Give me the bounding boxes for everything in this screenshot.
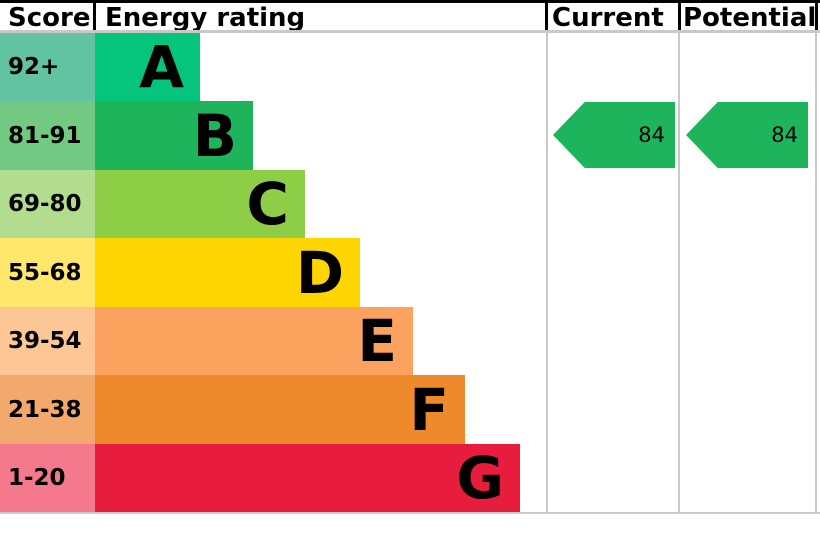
band-bar-a: A <box>95 33 200 101</box>
current-rating-value: 84 <box>638 123 665 147</box>
band-row-f: 21-38 F <box>0 375 547 444</box>
band-bar-c: C <box>95 170 305 238</box>
band-bar-g: G <box>95 444 520 512</box>
band-letter: B <box>192 101 237 170</box>
score-range-f: 21-38 <box>0 375 95 444</box>
band-letter: C <box>246 170 289 238</box>
band-letter: D <box>295 238 344 307</box>
header-right-border <box>815 0 818 33</box>
header-bottom-border <box>0 30 820 33</box>
band-letter: G <box>456 444 504 512</box>
band-bar-e: E <box>95 307 413 375</box>
bottom-border <box>0 512 820 514</box>
score-range-d: 55-68 <box>0 238 95 307</box>
band-row-b: 81-91 B <box>0 101 547 170</box>
header-divider-score <box>93 0 96 33</box>
band-bar-b: B <box>95 101 253 170</box>
band-row-c: 69-80 C <box>0 170 547 238</box>
header-potential: Potential <box>683 3 817 33</box>
band-bar-f: F <box>95 375 465 444</box>
band-row-d: 55-68 D <box>0 238 547 307</box>
score-range-a: 92+ <box>0 33 95 101</box>
score-range-b: 81-91 <box>0 101 95 170</box>
header-energy-rating: Energy rating <box>105 3 306 33</box>
right-border <box>815 33 817 514</box>
potential-rating-value: 84 <box>771 123 798 147</box>
band-letter: E <box>357 307 397 375</box>
top-border <box>0 0 820 3</box>
score-range-e: 39-54 <box>0 307 95 375</box>
band-row-g: 1-20 G <box>0 444 547 512</box>
header-divider-potential <box>678 0 681 33</box>
score-range-c: 69-80 <box>0 170 95 238</box>
header-divider-current <box>545 0 548 33</box>
header-score: Score <box>8 3 91 33</box>
band-row-e: 39-54 E <box>0 307 547 375</box>
band-letter: A <box>139 33 184 101</box>
potential-rating-arrow: 84 <box>686 102 808 168</box>
score-range-g: 1-20 <box>0 444 95 512</box>
band-letter: F <box>409 375 449 444</box>
band-bar-d: D <box>95 238 360 307</box>
band-row-a: 92+ A <box>0 33 547 101</box>
column-divider-potential <box>678 33 680 514</box>
current-rating-arrow: 84 <box>553 102 675 168</box>
column-divider-current <box>546 33 548 514</box>
header-current: Current <box>552 3 664 33</box>
